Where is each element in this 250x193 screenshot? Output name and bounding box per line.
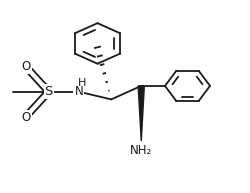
Text: O: O bbox=[22, 111, 31, 124]
Text: S: S bbox=[44, 85, 53, 98]
Text: O: O bbox=[22, 60, 31, 73]
Text: N: N bbox=[74, 85, 83, 98]
Text: NH₂: NH₂ bbox=[130, 144, 152, 157]
Polygon shape bbox=[138, 86, 144, 141]
Text: H: H bbox=[78, 78, 86, 88]
